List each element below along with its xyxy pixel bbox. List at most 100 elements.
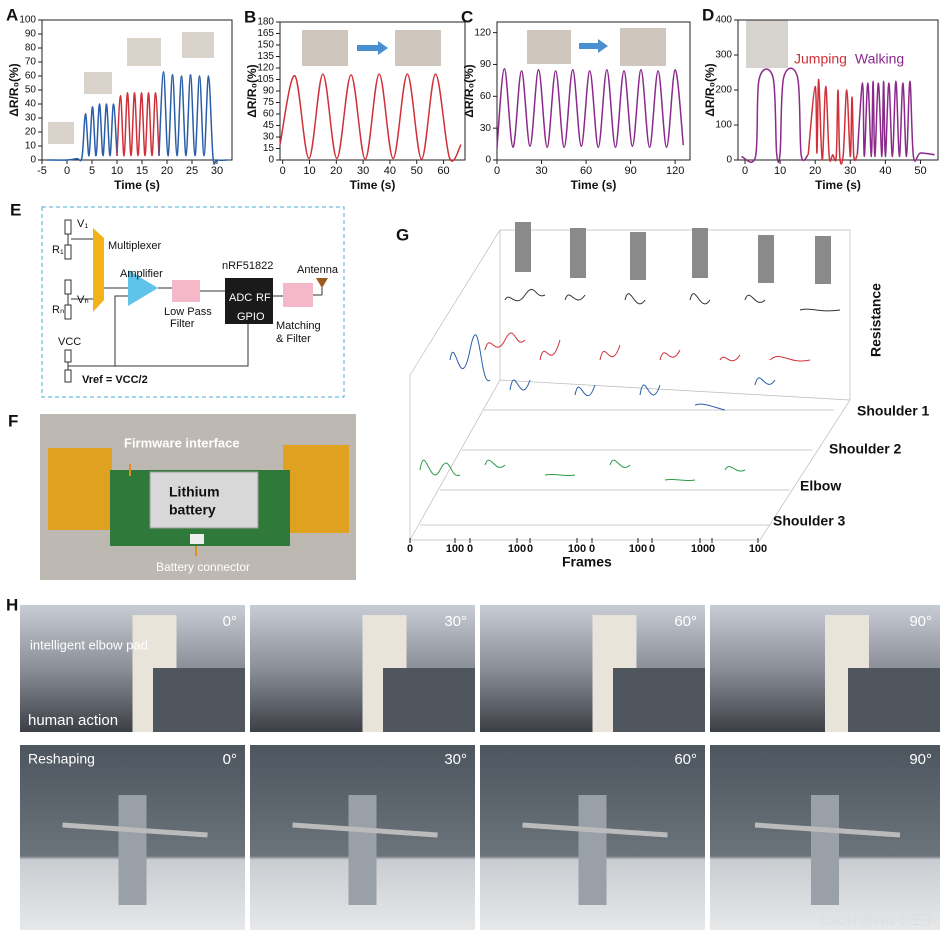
waterfall-plot	[409, 222, 851, 541]
y-tick-label: 135	[257, 51, 274, 62]
x-tick-label: 120	[666, 165, 684, 177]
robot	[811, 795, 839, 905]
y-axis-label: ΔR/R₀(%)	[462, 64, 476, 117]
label-firmware: Firmware interface	[124, 435, 240, 450]
y-tick-label: 0	[30, 155, 36, 166]
x-axis-label: Time (s)	[571, 178, 617, 192]
robot	[118, 795, 147, 905]
label-rf: RF	[256, 292, 271, 304]
y-tick-label: 30	[263, 132, 275, 143]
x-tick-label: -5	[37, 165, 47, 177]
diagram-frame	[41, 206, 345, 398]
y-tick-label: 10	[25, 141, 37, 152]
y-tick-label: 300	[715, 50, 732, 61]
data-line	[279, 73, 462, 162]
circuit-diagram	[41, 206, 345, 398]
frame-tick-label: 100	[749, 543, 767, 555]
panel-label: B	[244, 7, 256, 26]
legend-entry: Walking	[855, 51, 904, 67]
x-tick-label: 10	[303, 165, 315, 177]
panel-label: A	[6, 5, 18, 24]
label-battery: Lithium	[169, 484, 220, 500]
label-antenna: Antenna	[297, 264, 339, 276]
label-v1: V₁	[77, 218, 88, 230]
x-axis-label: Frames	[562, 554, 612, 570]
y-tick-label: 70	[25, 57, 37, 68]
y-tick-label: 165	[257, 28, 274, 39]
label-chip: nRF51822	[222, 260, 273, 272]
y-tick-label: 15	[263, 143, 275, 154]
y-tick-label: 150	[257, 40, 274, 51]
x-tick-label: 30	[357, 165, 369, 177]
panel-label: H	[6, 595, 18, 614]
x-tick-label: 20	[161, 165, 173, 177]
y-axis-label: ΔR/R₀(%)	[7, 63, 21, 116]
x-tick-label: 30	[844, 165, 856, 177]
y-tick-label: 100	[715, 120, 732, 131]
angle-label: 30°	[444, 751, 467, 768]
x-tick-label: 0	[280, 165, 286, 177]
x-tick-label: 90	[624, 165, 636, 177]
label-reshaping: Reshaping	[28, 751, 95, 767]
angle-label: 60°	[674, 613, 697, 630]
plot-frame	[496, 21, 691, 161]
y-tick-label: 40	[25, 99, 37, 110]
panel-label: E	[10, 200, 21, 219]
x-tick-label: 0	[742, 165, 748, 177]
frame-tick-label: 0	[467, 543, 473, 555]
frame-tick-label: 0	[649, 543, 655, 555]
row-label: Elbow	[800, 478, 841, 494]
x-tick-label: 40	[879, 165, 891, 177]
y-tick-label: 0	[485, 155, 491, 166]
robot-inset	[848, 668, 940, 732]
y-tick-label: 50	[25, 85, 37, 96]
label-elbow-pad: intelligent elbow pad	[30, 637, 148, 652]
y-tick-label: 80	[25, 43, 37, 54]
row-label: Shoulder 3	[773, 513, 846, 529]
angle-label: 0°	[223, 613, 237, 630]
angle-label: 60°	[674, 751, 697, 768]
panel-label: G	[396, 225, 409, 244]
y-tick-label: 60	[25, 71, 37, 82]
robot	[348, 795, 377, 905]
x-tick-label: 10	[774, 165, 786, 177]
robot	[578, 795, 607, 905]
y-tick-label: 120	[257, 63, 274, 74]
label-adc: ADC	[229, 292, 252, 304]
robot-arms	[522, 822, 668, 838]
y-tick-label: 90	[25, 29, 37, 40]
y-tick-label: 105	[257, 74, 274, 85]
data-line	[116, 92, 160, 157]
label-connector: Battery connector	[156, 560, 250, 574]
x-tick-label: 60	[580, 165, 592, 177]
x-tick-label: 20	[330, 165, 342, 177]
x-tick-label: 50	[914, 165, 926, 177]
x-tick-label: 0	[494, 165, 500, 177]
robot-inset	[153, 668, 245, 732]
label-multiplexer: Multiplexer	[108, 240, 162, 252]
label-vcc: VCC	[58, 336, 81, 348]
data-line	[741, 67, 809, 164]
frame-tick-label: 100	[629, 543, 647, 555]
robot-arms	[292, 822, 438, 838]
label-vn: Vₙ	[77, 294, 89, 306]
y-axis-label: ΔR/R₀(%)	[703, 63, 717, 116]
legend-entry: Jumping	[794, 51, 847, 67]
label-matching: & Filter	[276, 333, 311, 345]
frame-tick-label: 0	[527, 543, 533, 555]
photo-insets	[48, 20, 788, 144]
video-frames	[20, 605, 940, 930]
row-label: Shoulder 1	[857, 403, 930, 419]
y-axis-label: ΔR/R₀(%)	[245, 64, 259, 117]
label-matching: Matching	[276, 320, 321, 332]
x-axis-label: Time (s)	[350, 178, 396, 192]
data-line	[158, 71, 228, 165]
robot-arms	[62, 822, 208, 838]
y-tick-label: 90	[263, 86, 275, 97]
label-low-pass: Low Pass	[164, 306, 212, 318]
y-tick-label: 75	[263, 97, 275, 108]
frame-tick-label: 0	[407, 543, 413, 555]
frame-tick-label: 100	[446, 543, 464, 555]
x-tick-label: 20	[809, 165, 821, 177]
